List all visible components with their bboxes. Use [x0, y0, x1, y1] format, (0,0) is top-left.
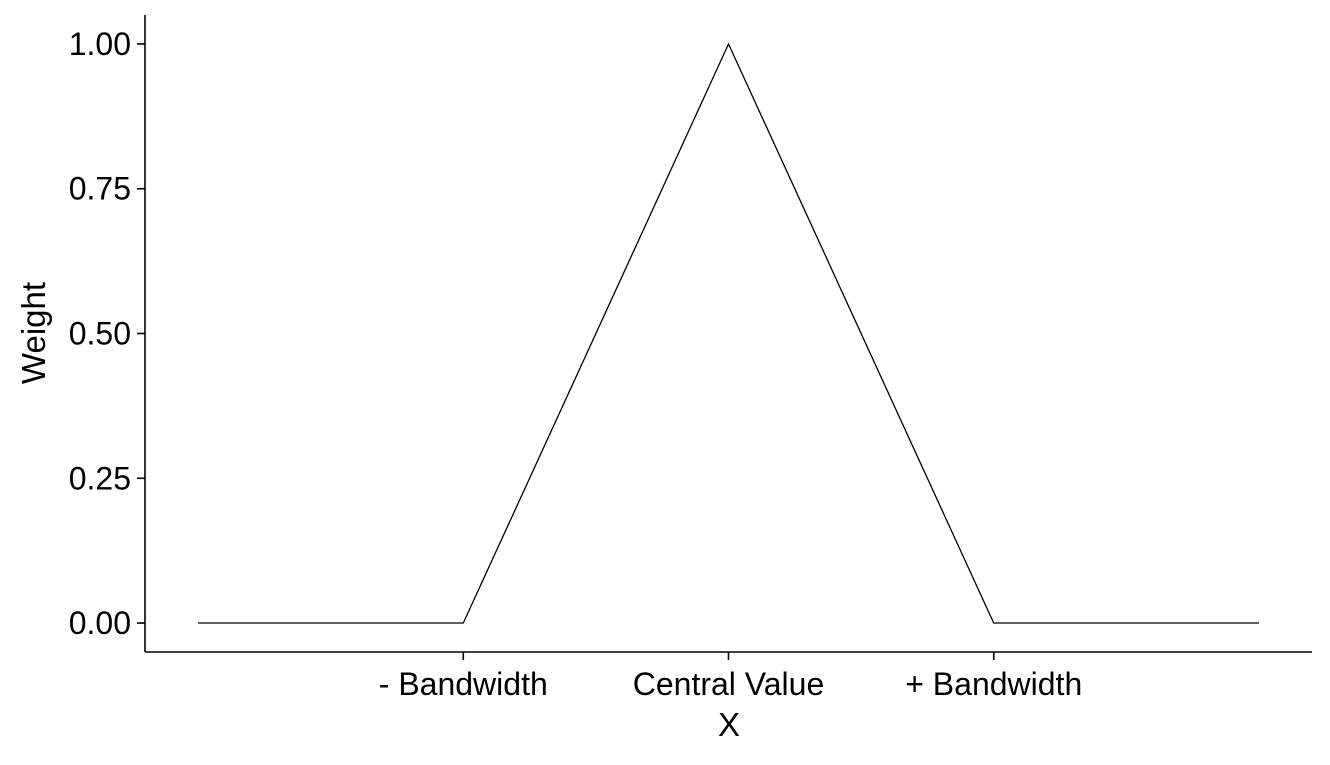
axes: 0.00 0.25 0.50 0.75 1.00 - Bandwidth Central V…	[69, 15, 1312, 702]
x-axis-title: X	[718, 706, 740, 743]
x-tick-label: Central Value	[633, 666, 825, 702]
y-tick-label: 0.00	[69, 605, 131, 641]
y-tick-label: 0.25	[69, 460, 131, 496]
y-tick-label: 1.00	[69, 26, 131, 62]
x-tick-label: + Bandwidth	[905, 666, 1082, 702]
y-tick-label: 0.50	[69, 316, 131, 352]
series-line	[198, 44, 1259, 623]
x-tick-label: - Bandwidth	[379, 666, 548, 702]
series-layer	[198, 44, 1259, 623]
y-axis-title: Weight	[15, 282, 52, 384]
y-tick-label: 0.75	[69, 171, 131, 207]
